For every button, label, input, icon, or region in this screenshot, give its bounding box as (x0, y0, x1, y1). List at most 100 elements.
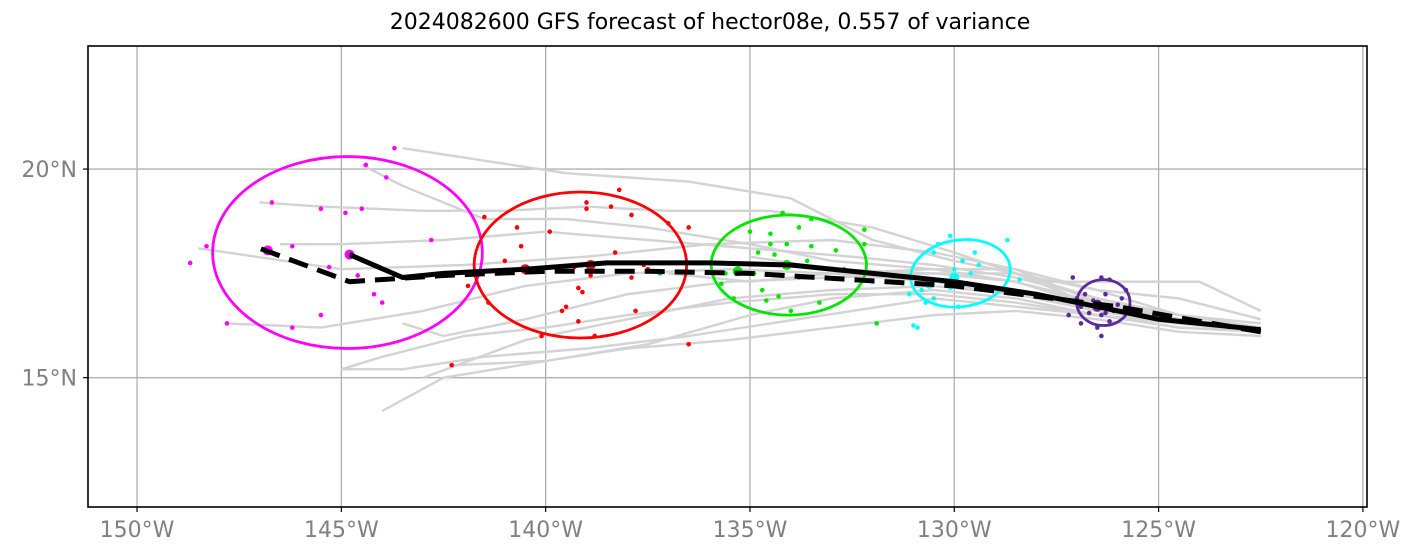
member-point-magenta (355, 273, 360, 278)
member-point-red (588, 273, 593, 278)
member-point-purple (1103, 292, 1108, 297)
member-point-purple (1087, 311, 1092, 316)
member-point-green (817, 300, 822, 305)
member-point-green (756, 250, 761, 255)
member-point-cyan (907, 292, 912, 297)
member-point-cyan (972, 250, 977, 255)
member-point-cyan (911, 323, 916, 328)
member-point-green (874, 321, 879, 326)
member-point-green (809, 217, 814, 222)
member-point-purple (1124, 288, 1129, 293)
member-point-red (686, 225, 691, 230)
member-point-green (784, 242, 789, 247)
map-plot: 150°W 145°W 140°W 135°W 130°W 125°W 120°W15°N2… (0, 0, 1420, 557)
member-point-red (613, 250, 618, 255)
member-point-red (629, 275, 634, 280)
x-tick-label: 120°W (1326, 518, 1401, 543)
member-point-magenta (327, 265, 332, 270)
member-point-red (560, 309, 565, 314)
member-point-cyan (1017, 277, 1022, 282)
x-tick-label: 125°W (1121, 518, 1196, 543)
member-point-purple (1070, 275, 1075, 280)
member-point-magenta (188, 261, 193, 266)
member-point-cyan (932, 250, 937, 255)
member-point-magenta (270, 200, 275, 205)
member-point-purple (1099, 275, 1104, 280)
member-point-cyan (1005, 238, 1010, 243)
y-tick-label: 15°N (22, 367, 77, 392)
y-tick-label: 20°N (22, 158, 77, 183)
member-point-purple (1107, 277, 1112, 282)
member-point-green (764, 298, 769, 303)
member-point-magenta (364, 163, 369, 168)
member-point-red (564, 304, 569, 309)
member-point-red (609, 204, 614, 209)
member-point-purple (1099, 313, 1104, 318)
member-point-magenta (343, 211, 348, 216)
member-point-green (780, 211, 785, 216)
member-point-magenta (225, 321, 230, 326)
member-point-green (833, 248, 838, 253)
member-point-cyan (915, 325, 920, 330)
member-point-magenta (204, 244, 209, 249)
member-point-green (772, 252, 777, 257)
member-point-red (617, 188, 622, 193)
member-point-green (862, 242, 867, 247)
member-point-cyan (952, 267, 957, 272)
member-point-green (760, 288, 765, 293)
member-point-purple (1099, 334, 1104, 339)
member-point-cyan (960, 259, 965, 264)
member-point-red (502, 259, 507, 264)
member-point-purple (1115, 302, 1120, 307)
member-point-green (805, 259, 810, 264)
chart-root: 2024082600 GFS forecast of hector08e, 0.… (0, 0, 1420, 557)
member-point-red (466, 284, 471, 289)
member-point-red (633, 309, 638, 314)
member-point-magenta (290, 325, 295, 330)
member-point-cyan (932, 296, 937, 301)
member-point-magenta (319, 206, 324, 211)
member-point-green (862, 227, 867, 232)
member-point-green (731, 296, 736, 301)
member-point-red (584, 206, 589, 211)
member-point-magenta (319, 313, 324, 318)
x-tick-label: 135°W (713, 518, 788, 543)
member-point-red (580, 290, 585, 295)
member-point-red (576, 286, 581, 291)
member-point-magenta (290, 244, 295, 249)
x-tick-label: 130°W (917, 518, 992, 543)
member-point-red (584, 200, 589, 205)
member-point-cyan (948, 234, 953, 239)
member-point-cyan (919, 288, 924, 293)
member-point-red (449, 363, 454, 368)
member-point-red (629, 213, 634, 218)
member-point-red (486, 300, 491, 305)
member-point-green (768, 231, 773, 236)
member-point-green (768, 242, 773, 247)
member-point-cyan (968, 271, 973, 276)
member-point-purple (1103, 311, 1108, 316)
member-point-magenta (359, 206, 364, 211)
member-point-red (576, 319, 581, 324)
member-point-purple (1107, 319, 1112, 324)
x-tick-label: 140°W (508, 518, 583, 543)
member-point-cyan (977, 263, 982, 268)
member-point-red (592, 334, 597, 339)
member-point-green (797, 225, 802, 230)
member-point-cyan (956, 304, 961, 309)
x-tick-label: 145°W (304, 518, 379, 543)
member-point-magenta (392, 146, 397, 151)
member-point-green (809, 244, 814, 249)
member-point-magenta (429, 238, 434, 243)
member-point-red (666, 221, 671, 226)
member-point-red (547, 229, 552, 234)
x-tick-label: 150°W (100, 518, 175, 543)
member-point-red (515, 225, 520, 230)
member-point-cyan (936, 242, 941, 247)
member-point-green (748, 229, 753, 234)
member-point-red (539, 334, 544, 339)
member-point-red (686, 342, 691, 347)
member-point-magenta (372, 292, 377, 297)
member-point-red (482, 215, 487, 220)
member-point-purple (1066, 313, 1071, 318)
